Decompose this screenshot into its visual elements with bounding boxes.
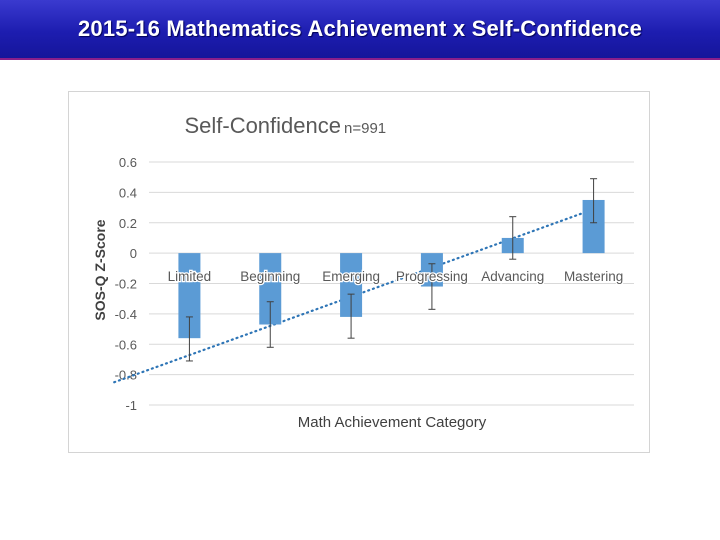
- x-axis-label: Math Achievement Category: [298, 414, 487, 431]
- category-label: Advancing: [481, 269, 544, 284]
- slide-title: 2015-16 Mathematics Achievement x Self-C…: [77, 16, 643, 41]
- bar-beginning: [259, 253, 282, 325]
- chart-title: Self-Confidence: [184, 113, 341, 138]
- bars-group: [178, 199, 605, 339]
- error-bars-group: [185, 178, 598, 362]
- y-tick-labels: 0.6 0.4 0.2 0 -0.2 -0.4 -0.6 -0.8 -1: [115, 155, 137, 413]
- y-tick-label: -0.2: [115, 277, 137, 292]
- category-label: Mastering: [564, 269, 623, 284]
- slide-title-bar: 2015-16 Mathematics Achievement x Self-C…: [0, 0, 720, 60]
- y-tick-label: 0.6: [119, 155, 137, 170]
- bar-emerging: [340, 253, 363, 317]
- y-tick-label: 0.4: [119, 185, 137, 200]
- bar-mastering: [582, 199, 605, 254]
- y-tick-label: -0.4: [115, 307, 137, 322]
- bar-chart: 0.6 0.4 0.2 0 -0.2 -0.4 -0.6 -0.8 -1 Limited Begi…: [92, 113, 634, 431]
- y-tick-label: -0.8: [115, 368, 137, 383]
- category-label: Limited: [168, 269, 212, 284]
- category-labels: Limited Beginning Emerging Progressing Advan…: [166, 268, 624, 286]
- chart-subtitle: n=991: [344, 120, 386, 137]
- bar-limited: [178, 253, 201, 339]
- category-label: Progressing: [396, 269, 468, 284]
- y-tick-label: -0.6: [115, 337, 137, 352]
- chart-frame: 0.6 0.4 0.2 0 -0.2 -0.4 -0.6 -0.8 -1 Limited Begi…: [68, 91, 650, 453]
- grid-lines: [149, 161, 634, 406]
- y-tick-label: 0: [130, 246, 137, 261]
- y-tick-label: 0.2: [119, 216, 137, 231]
- y-axis-label: SOS-Q Z-Score: [92, 219, 108, 320]
- y-tick-label: -1: [125, 398, 137, 413]
- category-label: Emerging: [322, 269, 380, 284]
- category-label: Beginning: [240, 269, 300, 284]
